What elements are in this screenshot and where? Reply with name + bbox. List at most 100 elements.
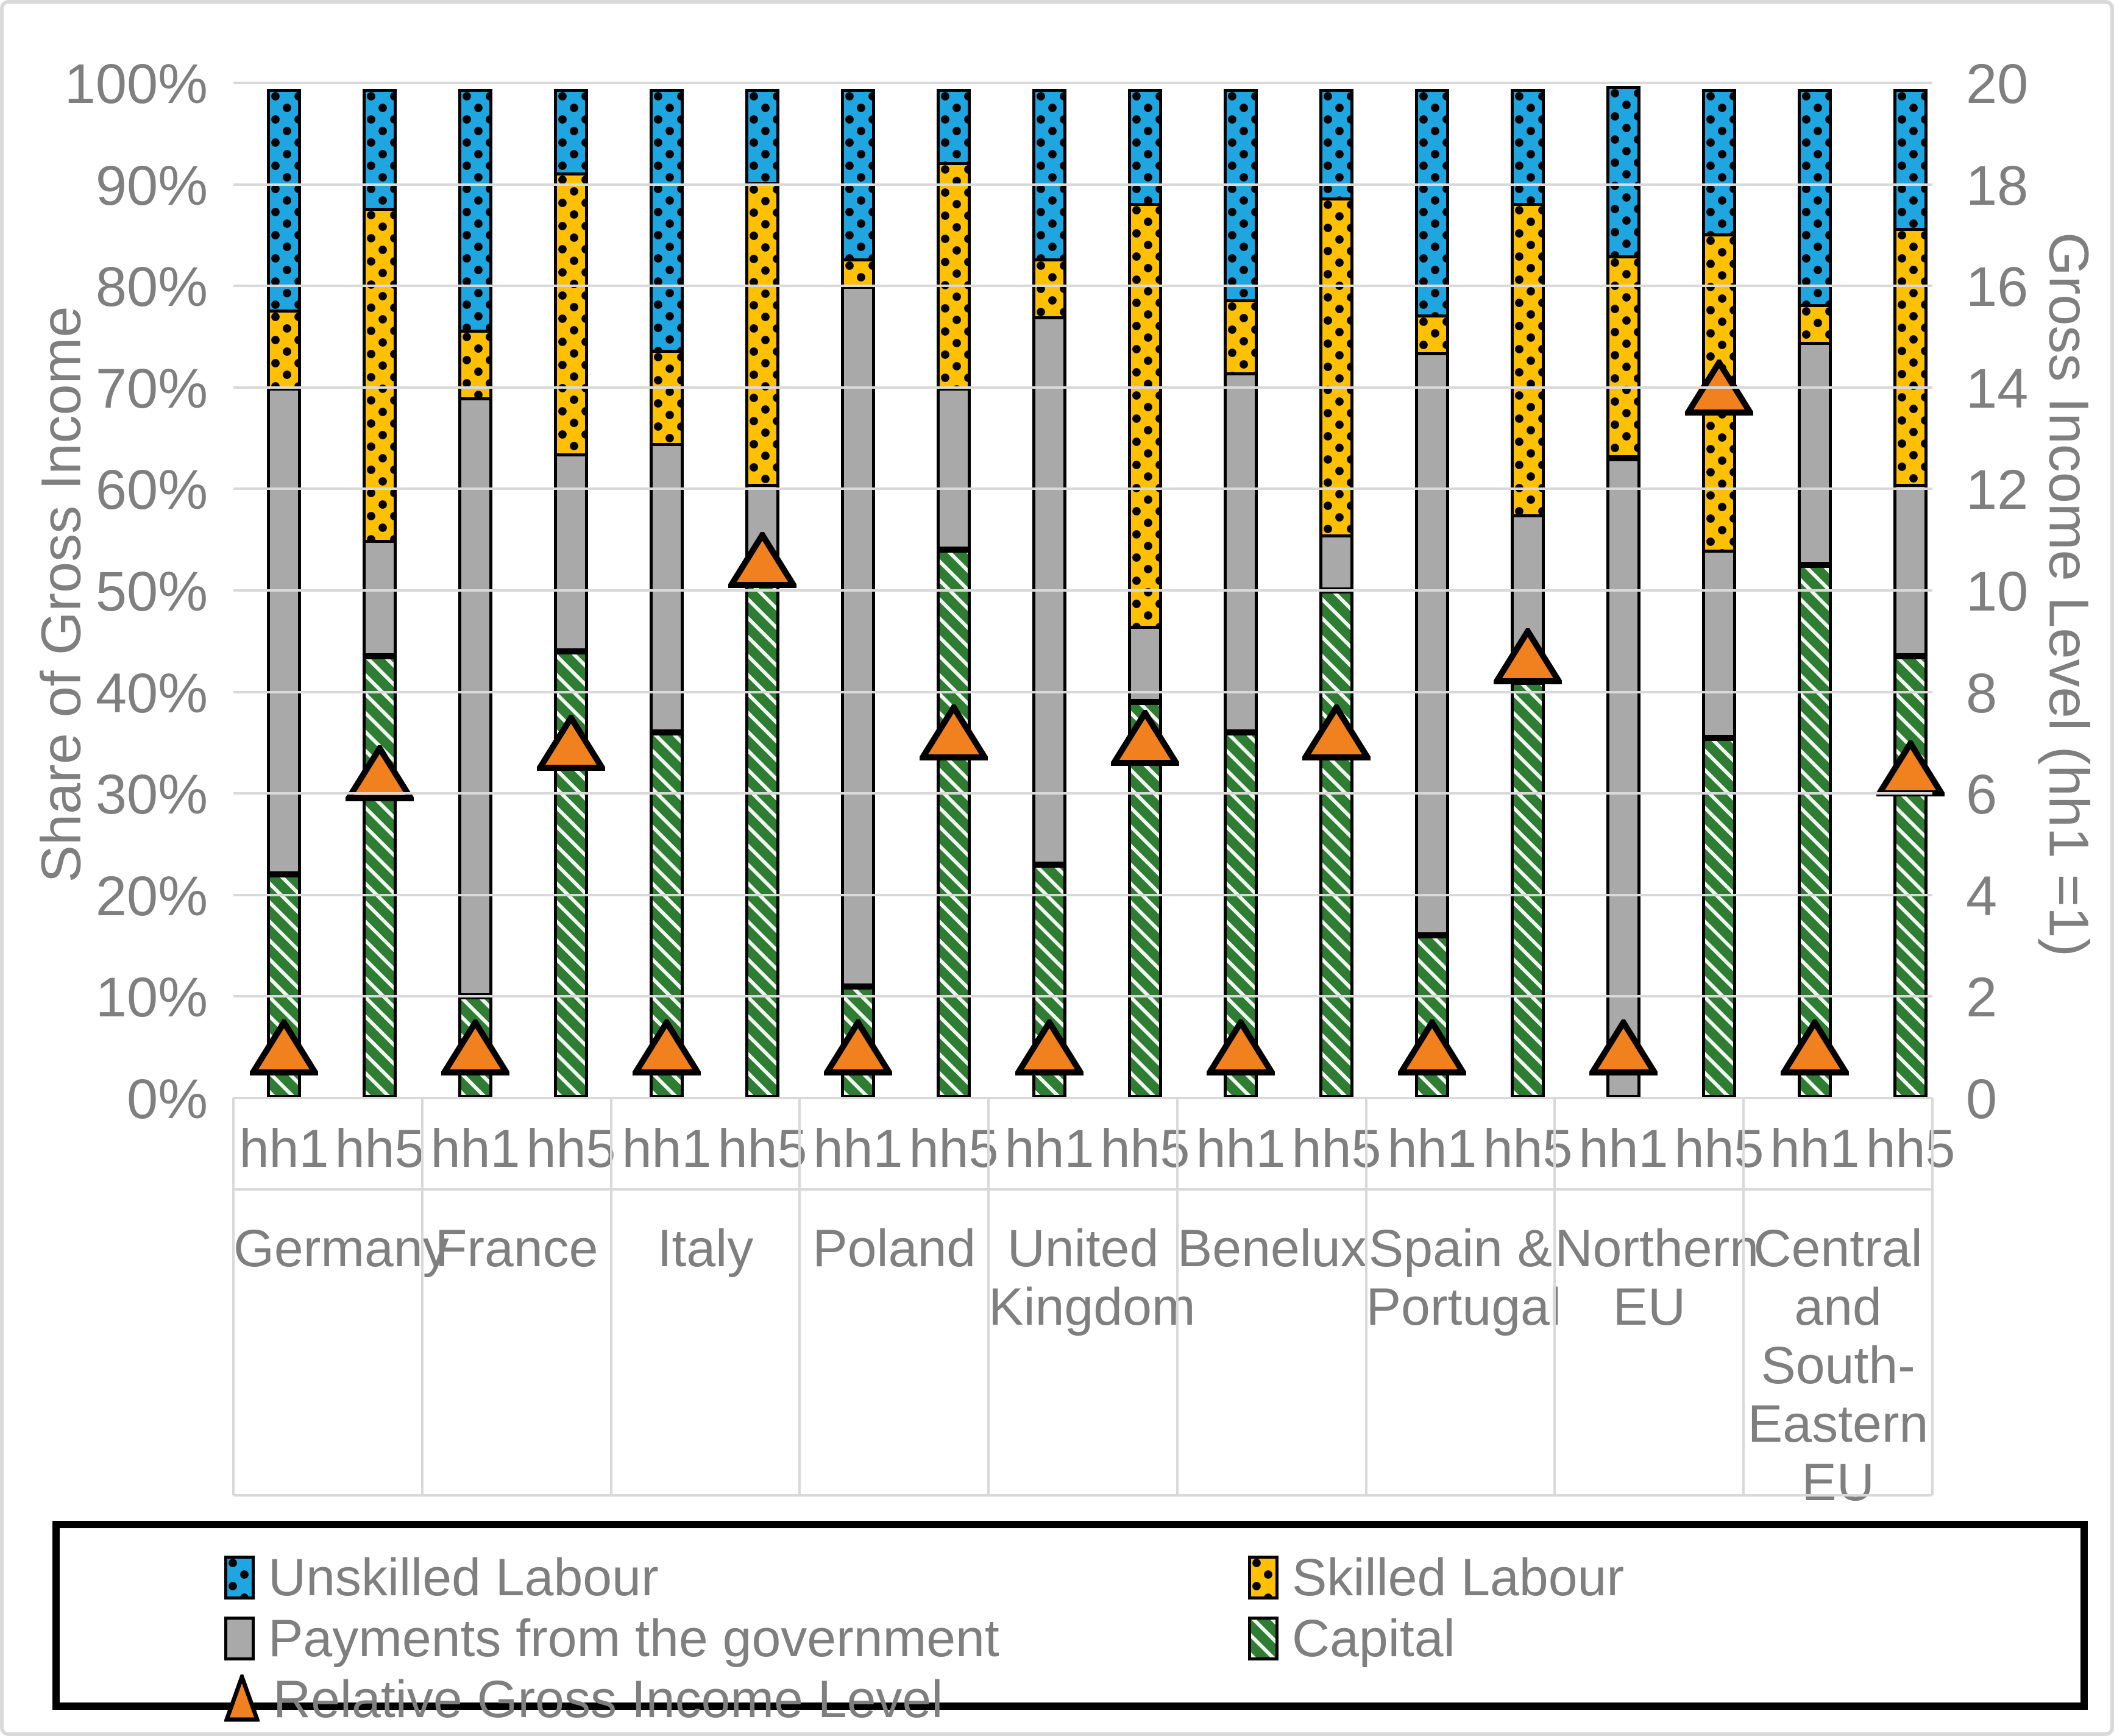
rgi-triangle-marker <box>1396 1016 1469 1075</box>
segment-unskilled-labour <box>937 89 971 165</box>
label-divider <box>1176 1098 1179 1495</box>
legend-swatch-government <box>224 1617 255 1660</box>
segment-payments-from-government <box>650 443 684 733</box>
household-tick-label: hh1 <box>622 1118 712 1178</box>
rgi-triangle-marker <box>247 1016 321 1075</box>
rgi-triangle-marker <box>917 701 990 761</box>
household-tick-label: hh1 <box>1196 1118 1286 1178</box>
segment-skilled-labour <box>841 258 875 289</box>
household-tick-label: hh1 <box>1387 1118 1477 1178</box>
segment-skilled-labour <box>1128 202 1162 629</box>
household-tick-label: hh5 <box>526 1118 616 1178</box>
gridline <box>233 487 1932 491</box>
legend-label-government: Payments from the government <box>268 1609 999 1668</box>
segment-skilled-labour <box>937 161 971 391</box>
segment-skilled-labour <box>650 350 684 447</box>
rgi-triangle-marker <box>726 529 799 589</box>
right-axis-tick: 10 <box>1966 561 2029 623</box>
right-axis-tick: 18 <box>1966 154 2029 217</box>
segment-unskilled-labour <box>1032 89 1066 262</box>
region-label-line: United <box>1007 1219 1159 1278</box>
household-tick-label: hh5 <box>1674 1118 1764 1178</box>
region-label-united-kingdom: United Kingdom <box>988 1219 1195 1336</box>
segment-unskilled-labour <box>1415 89 1449 317</box>
legend-label-skilled: Skilled Labour <box>1292 1548 1625 1607</box>
segment-capital <box>1893 656 1928 1098</box>
left-axis-tick: 40% <box>95 662 208 725</box>
segment-payments-from-government <box>937 387 971 550</box>
right-axis-tick: 16 <box>1966 256 2029 319</box>
segment-skilled-labour <box>458 329 492 401</box>
region-label-line: EU <box>1801 1453 1875 1512</box>
region-label-central-and-south-eastern-eu: Central and South- Eastern EU <box>1743 1219 1932 1512</box>
region-label-line: and <box>1794 1278 1882 1336</box>
stacked-bar-central-and-south-eastern-eu-hh1 <box>1798 83 1832 1098</box>
segment-skilled-labour <box>1893 228 1928 487</box>
region-label-poland: Poland <box>800 1219 988 1278</box>
segment-skilled-labour <box>1415 314 1449 355</box>
segment-payments-from-government <box>1319 534 1353 590</box>
rgi-triangle-marker <box>1587 1016 1660 1075</box>
region-label-italy: Italy <box>611 1219 800 1278</box>
segment-skilled-labour <box>745 182 779 487</box>
segment-capital <box>1798 565 1832 1098</box>
segment-skilled-labour <box>1798 304 1832 345</box>
region-label-line: EU <box>1612 1278 1686 1336</box>
region-label-line: Benelux <box>1177 1219 1367 1278</box>
household-tick-label: hh5 <box>335 1118 425 1178</box>
label-divider <box>232 1098 235 1495</box>
right-axis-tick: 8 <box>1966 662 1998 725</box>
legend-item-payments-from-government: Payments from the government <box>224 1612 999 1665</box>
right-axis-tick: 14 <box>1966 357 2029 420</box>
segment-payments-from-government <box>1415 352 1449 936</box>
segment-payments-from-government <box>458 397 492 997</box>
segment-skilled-labour <box>1224 299 1258 375</box>
legend-box: Unskilled Labour Skilled Labour Payments f… <box>52 1521 2088 1726</box>
segment-capital <box>1702 737 1736 1098</box>
household-tick-label: hh5 <box>909 1118 999 1178</box>
left-axis-tick: 70% <box>95 357 208 420</box>
gridline <box>233 792 1932 795</box>
segment-unskilled-labour <box>363 89 397 211</box>
segment-payments-from-government <box>267 387 301 875</box>
rgi-triangle-marker <box>1204 1016 1277 1075</box>
segment-payments-from-government <box>1606 458 1640 1098</box>
household-tick-label: hh1 <box>239 1118 329 1178</box>
segment-payments-from-government <box>363 539 397 657</box>
segment-payments-from-government <box>1893 484 1928 657</box>
legend-label-capital: Capital <box>1292 1609 1455 1668</box>
household-tick-label: hh1 <box>1004 1118 1094 1178</box>
right-axis-tick: 2 <box>1966 966 1998 1029</box>
left-axis-tick: 80% <box>95 256 208 319</box>
segment-payments-from-government <box>1798 341 1832 565</box>
stacked-bar-poland-hh5 <box>937 83 971 1098</box>
legend-item-capital: Capital <box>1248 1612 1455 1665</box>
segment-capital <box>554 651 588 1098</box>
segment-capital <box>1511 681 1545 1098</box>
stacked-bar-benelux-hh5 <box>1319 83 1353 1098</box>
region-label-line: Portugal <box>1366 1278 1561 1336</box>
household-tick-label: hh1 <box>813 1118 903 1178</box>
region-label-line: Spain & <box>1368 1219 1553 1278</box>
segment-payments-from-government <box>1224 372 1258 733</box>
segment-capital <box>937 550 971 1098</box>
stacked-bar-central-and-south-eastern-eu-hh5 <box>1893 83 1928 1098</box>
gridline <box>233 589 1932 592</box>
gridline <box>233 183 1932 186</box>
household-tick-label: hh1 <box>1770 1118 1860 1178</box>
legend-label-rgi: Relative Gross Income Level <box>273 1670 943 1729</box>
legend-swatch-capital <box>1248 1617 1279 1660</box>
label-divider <box>1742 1098 1745 1495</box>
left-axis-tick: 100% <box>64 53 208 115</box>
label-divider <box>798 1098 801 1495</box>
rgi-triangle-marker <box>1300 701 1373 761</box>
segment-unskilled-labour <box>1702 89 1736 236</box>
rgi-triangle-marker <box>534 712 608 771</box>
household-tick-label: hh5 <box>1483 1118 1573 1178</box>
stacked-bar-italy-hh5 <box>745 83 779 1098</box>
rgi-triangle-marker <box>1778 1016 1851 1075</box>
rgi-triangle-marker <box>821 1016 895 1075</box>
legend-label-unskilled: Unskilled Labour <box>268 1548 659 1607</box>
stacked-bar-spain-portugal-hh5 <box>1511 83 1545 1098</box>
gridline <box>233 82 1932 84</box>
